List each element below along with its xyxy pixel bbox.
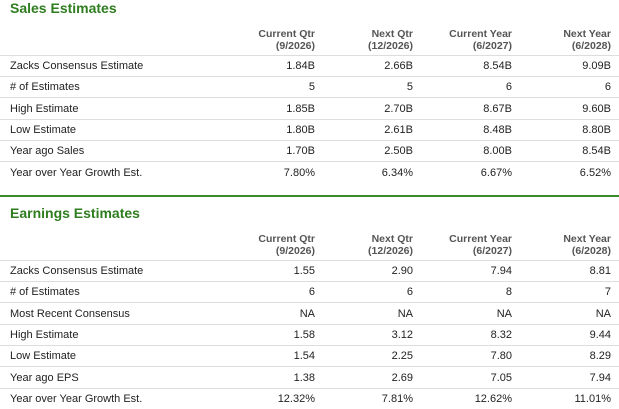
cell-value: 7.94 [490, 265, 512, 277]
cell-value: 8.54B [582, 145, 611, 158]
cell-value: 8.81 [589, 265, 611, 277]
cell-value: 7.80 [490, 350, 512, 363]
cell-value: 1.80B [286, 123, 315, 136]
cell-value: 1.58 [293, 328, 315, 341]
row-label: Year ago Sales [10, 145, 85, 158]
cell-value: 2.69 [391, 371, 413, 384]
cell-value: 6.52% [579, 166, 611, 179]
row-label: Low Estimate [10, 350, 77, 363]
row-divider [0, 302, 619, 304]
cell-value: 7 [604, 286, 611, 299]
cell-value: 6.34% [381, 166, 413, 179]
cell-value: 12.62% [474, 392, 512, 405]
row-divider [0, 366, 619, 368]
column-period: (9/2026) [275, 40, 315, 52]
column-header: Current Year [449, 233, 512, 245]
section-divider [0, 195, 619, 197]
column-header: Current Year [449, 28, 512, 40]
cell-value: 8.54B [483, 60, 512, 72]
cell-value: 7.81% [381, 392, 413, 405]
cell-value: 8.67B [483, 102, 512, 115]
row-label: # of Estimates [10, 286, 80, 299]
row-label: High Estimate [10, 328, 79, 341]
cell-value: 8 [505, 286, 512, 299]
cell-value: 6.67% [480, 166, 512, 179]
column-period: (12/2026) [368, 245, 413, 257]
cell-value: NA [595, 307, 611, 320]
cell-value: 5 [308, 81, 315, 94]
column-header: Next Year [563, 233, 611, 245]
section-title: Sales Estimates [10, 0, 117, 16]
row-label: Zacks Consensus Estimate [10, 60, 144, 72]
cell-value: 9.44 [589, 328, 611, 341]
row-divider [0, 281, 619, 282]
cell-value: 6 [604, 81, 611, 94]
row-label: Year over Year Growth Est. [10, 392, 143, 405]
cell-value: 12.32% [277, 392, 315, 405]
column-header: Current Qtr [258, 28, 315, 40]
column-period: (6/2028) [571, 245, 611, 257]
cell-value: 11.01% [574, 392, 612, 405]
column-header: Next Year [563, 28, 611, 40]
row-divider [0, 97, 619, 99]
cell-value: 2.50B [384, 145, 413, 158]
cell-value: 7.94 [589, 371, 611, 384]
cell-value: 8.29 [589, 350, 611, 363]
cell-value: 1.38 [293, 371, 315, 384]
header-divider [0, 260, 619, 261]
cell-value: 9.09B [582, 60, 611, 72]
cell-value: 2.66B [384, 60, 413, 72]
column-period: (12/2026) [368, 40, 413, 52]
cell-value: 6 [406, 286, 413, 299]
row-divider [0, 387, 619, 389]
row-divider [0, 161, 619, 163]
column-period: (6/2027) [472, 245, 512, 257]
cell-value: 2.90 [391, 265, 413, 277]
row-label: Year over Year Growth Est. [10, 166, 143, 179]
cell-value: 2.25 [391, 350, 413, 363]
cell-value: 6 [308, 286, 315, 299]
column-header: Next Qtr [371, 233, 413, 245]
cell-value: NA [299, 307, 315, 320]
cell-value: NA [496, 307, 512, 320]
column-header: Next Qtr [371, 28, 413, 40]
column-period: (6/2028) [571, 40, 611, 52]
cell-value: 1.70B [286, 145, 315, 158]
cell-value: 8.48B [483, 123, 512, 136]
section-title: Earnings Estimates [10, 205, 140, 221]
row-divider [0, 139, 619, 141]
cell-value: 2.70B [384, 102, 413, 115]
row-label: Low Estimate [10, 123, 77, 136]
cell-value: NA [397, 307, 413, 320]
cell-value: 8.80B [582, 123, 611, 136]
column-period: (9/2026) [275, 245, 315, 257]
cell-value: 3.12 [391, 328, 413, 341]
row-divider [0, 323, 619, 325]
cell-value: 5 [406, 81, 413, 94]
cell-value: 1.85B [286, 102, 315, 115]
header-divider [0, 55, 619, 56]
cell-value: 2.61B [384, 123, 413, 136]
column-header: Current Qtr [258, 233, 315, 245]
cell-value: 8.32 [490, 328, 512, 341]
row-divider [0, 76, 619, 77]
row-label: # of Estimates [10, 81, 80, 94]
cell-value: 1.55 [293, 265, 315, 277]
cell-value: 7.80% [283, 166, 315, 179]
row-divider [0, 118, 619, 120]
row-label: Most Recent Consensus [10, 307, 130, 320]
cell-value: 7.05 [490, 371, 512, 384]
column-period: (6/2027) [472, 40, 512, 52]
row-label: Year ago EPS [10, 371, 79, 384]
cell-value: 6 [505, 81, 512, 94]
cell-value: 9.60B [582, 102, 611, 115]
row-divider [0, 344, 619, 346]
cell-value: 8.00B [483, 145, 512, 158]
cell-value: 1.84B [286, 60, 315, 72]
row-label: Zacks Consensus Estimate [10, 265, 144, 277]
cell-value: 1.54 [293, 350, 315, 363]
row-label: High Estimate [10, 102, 79, 115]
